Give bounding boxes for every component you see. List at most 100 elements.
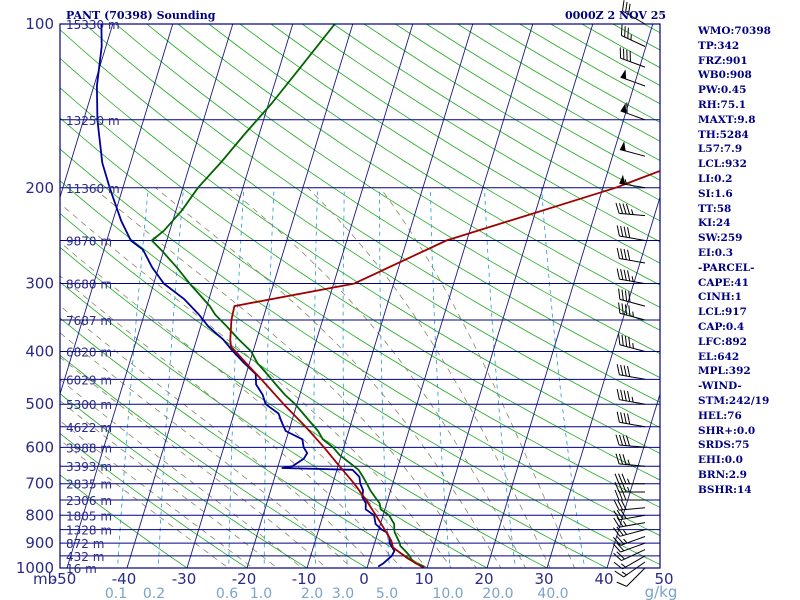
mixing-ratio-line bbox=[228, 187, 245, 568]
barb-shaft bbox=[619, 421, 646, 428]
isotherm bbox=[186, 24, 354, 568]
barb-flag bbox=[620, 248, 624, 260]
wind-barb bbox=[613, 499, 646, 511]
barb-flag bbox=[621, 0, 625, 12]
barb-flag bbox=[620, 412, 624, 423]
barb-flag bbox=[616, 509, 624, 520]
barb-flag bbox=[613, 500, 620, 511]
moist-adiabat bbox=[60, 379, 303, 568]
barb-flag bbox=[623, 249, 627, 260]
barb-shaft bbox=[619, 235, 646, 241]
barb-shaft bbox=[623, 561, 646, 578]
barb-flag bbox=[627, 413, 631, 425]
barb-flag bbox=[621, 473, 627, 484]
height-label: 3393 m bbox=[66, 460, 112, 474]
wind-barb bbox=[613, 526, 646, 537]
barb-flag bbox=[626, 49, 628, 61]
wind-barb bbox=[613, 555, 646, 570]
wind-barb bbox=[613, 517, 646, 528]
barb-flag bbox=[616, 581, 627, 587]
barb-pennant bbox=[619, 174, 626, 185]
height-label: 872 m bbox=[66, 537, 104, 551]
wind-barb bbox=[620, 24, 646, 47]
mixing-ratio-unit-label: g/kg bbox=[645, 583, 678, 600]
barb-shaft bbox=[619, 298, 646, 307]
moist-adiabat bbox=[60, 400, 278, 568]
barb-flag bbox=[613, 543, 621, 553]
barb-flag bbox=[623, 365, 627, 377]
barb-flag bbox=[613, 561, 623, 570]
barb-flag bbox=[623, 48, 625, 60]
pressure-tick-label: 900 bbox=[25, 534, 54, 552]
height-label: 2835 m bbox=[66, 478, 112, 492]
barb-shaft bbox=[620, 57, 646, 68]
dry-adiabat bbox=[60, 57, 660, 454]
isotherm bbox=[66, 24, 234, 568]
barb-pennant bbox=[620, 69, 627, 80]
index-item: CAPE:41 bbox=[698, 276, 749, 289]
height-label: 1328 m bbox=[66, 524, 112, 538]
barb-flag bbox=[613, 510, 620, 521]
barb-shaft bbox=[626, 567, 646, 587]
barb-flag bbox=[628, 305, 631, 317]
barb-flag bbox=[627, 390, 631, 402]
moist-adiabat bbox=[60, 241, 427, 568]
barb-half bbox=[627, 478, 630, 484]
mixing-ratio-line bbox=[430, 187, 451, 568]
isotherm bbox=[126, 24, 294, 568]
barb-flag bbox=[627, 227, 631, 238]
pressure-tick-label: 700 bbox=[25, 475, 54, 493]
barb-flag bbox=[622, 454, 627, 465]
pressure-tick-label: 600 bbox=[25, 438, 54, 456]
height-label: 5300 m bbox=[66, 398, 112, 412]
temperature-tick-label: -50 bbox=[52, 570, 77, 588]
barb-flag bbox=[620, 24, 623, 36]
barb-half bbox=[631, 209, 634, 215]
mixing-ratio-line bbox=[157, 187, 184, 568]
mixing-ratio-line bbox=[484, 187, 516, 568]
dry-adiabat bbox=[84, 24, 660, 403]
barb-flag bbox=[627, 270, 631, 282]
plot-frame bbox=[59, 23, 661, 569]
index-item: TP:342 bbox=[698, 39, 740, 52]
barb-flag bbox=[627, 27, 629, 39]
height-label: 8680 m bbox=[66, 278, 112, 292]
barb-flag bbox=[628, 336, 631, 348]
index-item: MPL:392 bbox=[698, 365, 751, 378]
index-item: EL:642 bbox=[698, 350, 740, 363]
barb-half bbox=[631, 276, 634, 282]
barb-flag bbox=[622, 203, 627, 215]
barb-shaft bbox=[619, 278, 646, 285]
barb-pennant bbox=[619, 141, 626, 152]
pressure-tick-label: 500 bbox=[25, 395, 54, 413]
barb-flag bbox=[616, 517, 624, 527]
barb-half bbox=[623, 529, 628, 535]
temperature-tick-label: 40 bbox=[594, 570, 613, 588]
barb-shaft bbox=[619, 507, 646, 511]
barb-flag bbox=[616, 411, 620, 423]
barb-half bbox=[630, 34, 632, 40]
barb-flag bbox=[620, 364, 624, 376]
wind-barb bbox=[621, 0, 646, 25]
index-item: LCL:917 bbox=[698, 306, 747, 319]
barb-flag bbox=[616, 526, 624, 536]
barb-shaft bbox=[621, 549, 646, 562]
mixing-ratio-tick-label: 0.1 bbox=[105, 586, 127, 600]
moist-adiabat bbox=[307, 187, 551, 568]
moist-adiabat bbox=[60, 332, 353, 568]
index-item: SHR+:0.0 bbox=[698, 424, 756, 437]
dry-adiabat bbox=[60, 281, 488, 568]
height-label: 9870 m bbox=[66, 234, 112, 248]
wind-barb bbox=[613, 509, 646, 521]
barb-shaft bbox=[619, 522, 646, 528]
barb-shaft bbox=[619, 444, 646, 448]
barb-flag bbox=[620, 499, 627, 510]
barb-half bbox=[623, 538, 628, 544]
barb-half bbox=[621, 571, 627, 576]
barb-flag bbox=[623, 412, 627, 424]
isotherm bbox=[246, 24, 414, 568]
barb-flag bbox=[625, 2, 628, 13]
index-item: PW:0.45 bbox=[698, 84, 747, 97]
